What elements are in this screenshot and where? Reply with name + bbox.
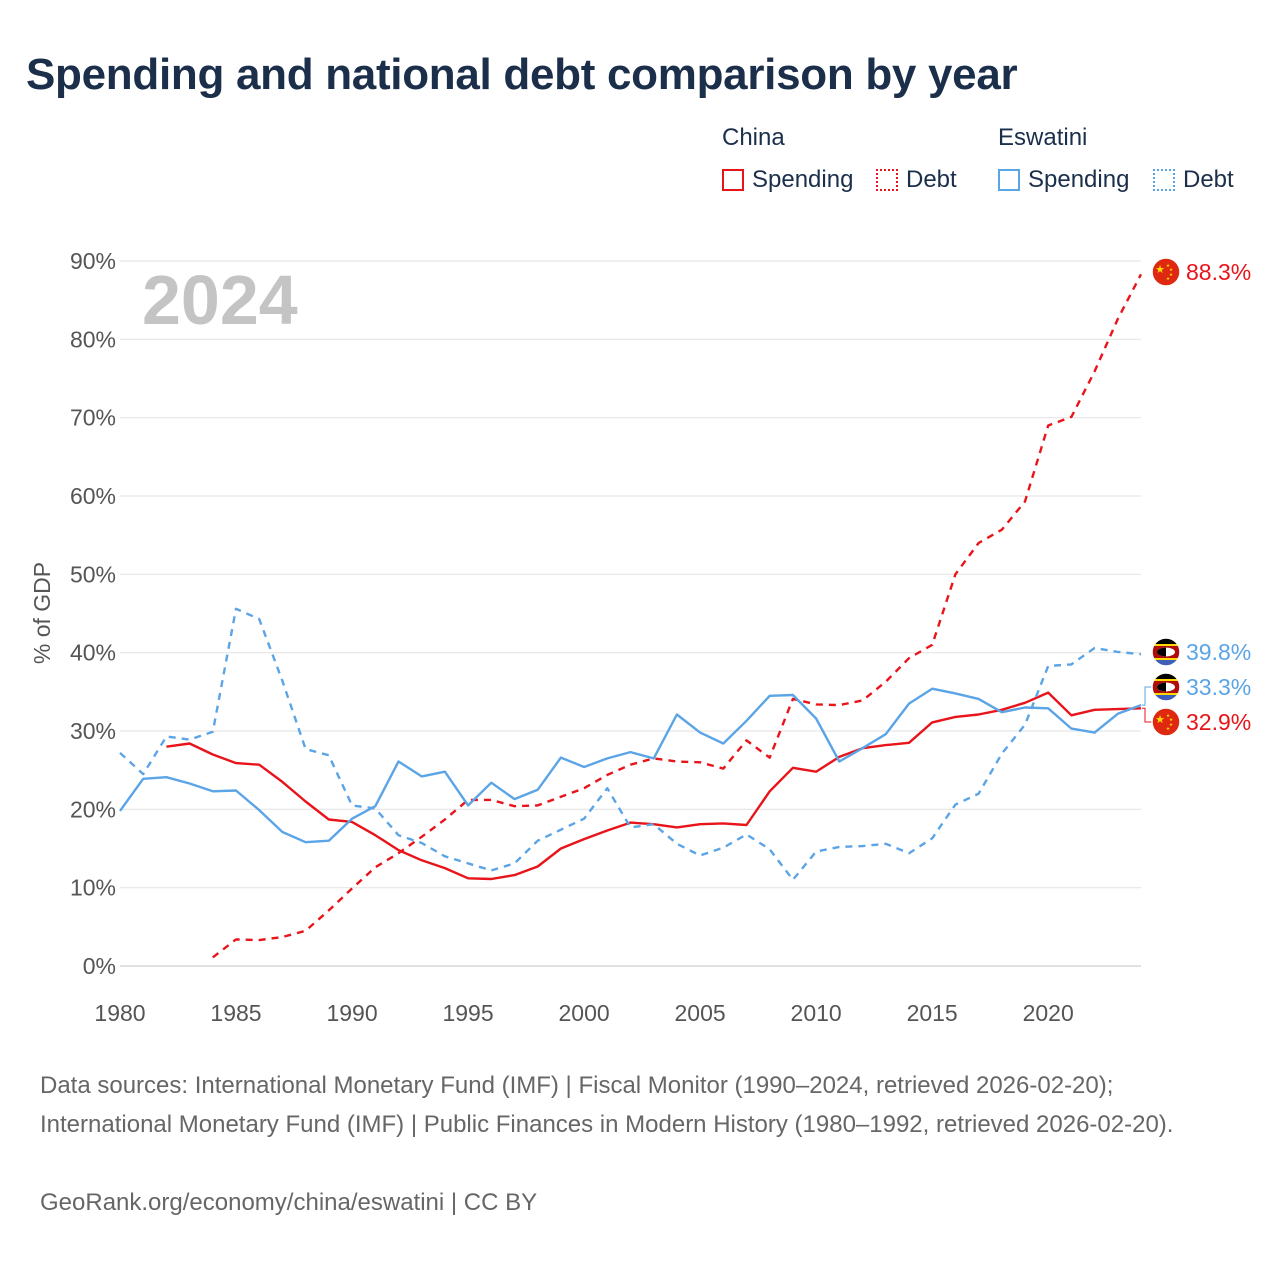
svg-text:★: ★ <box>1155 713 1165 726</box>
eswatini-flag-icon <box>1151 672 1181 702</box>
y-tick-label: 10% <box>70 875 116 901</box>
svg-text:★: ★ <box>1166 263 1170 269</box>
label-connector <box>1142 707 1152 723</box>
svg-text:★: ★ <box>1166 713 1170 719</box>
y-tick-label: 40% <box>70 640 116 666</box>
x-tick-label: 1995 <box>442 1000 493 1026</box>
legend-eswatini-spending[interactable]: Spending <box>998 166 1129 194</box>
series-line-eswatini-spending[interactable] <box>119 687 1142 844</box>
y-tick-label: 60% <box>70 483 116 509</box>
attribution[interactable]: GeoRank.org/economy/china/eswatini | CC … <box>40 1189 538 1216</box>
y-tick-label: 20% <box>70 796 116 822</box>
gridlines <box>120 260 1141 967</box>
series-line-china-spending[interactable] <box>166 691 1142 881</box>
y-tick-label: 90% <box>70 248 116 274</box>
svg-text:★: ★ <box>1169 267 1173 273</box>
data-sources: Data sources: International Monetary Fun… <box>40 1072 1174 1138</box>
legend-eswatini-title: Eswatini <box>998 124 1088 151</box>
y-tick-label: 80% <box>70 326 116 352</box>
y-tick-label: 50% <box>70 561 116 587</box>
series-lines <box>119 273 1143 959</box>
legend-swatch-solid <box>722 169 744 191</box>
legend-china-debt[interactable]: Debt <box>876 166 957 194</box>
x-tick-label: 1990 <box>326 1000 377 1026</box>
y-axis-ticks: 0% 10% 20% 30% 40% 50% 60% 70% 80% 90% <box>70 248 116 979</box>
x-tick-label: 1985 <box>210 1000 261 1026</box>
svg-text:★: ★ <box>1169 272 1173 278</box>
legend-label: Debt <box>1183 166 1234 193</box>
legend-swatch-solid <box>998 169 1020 191</box>
legend-label: Debt <box>906 166 957 193</box>
line-chart: 2024 % of GDP 0% 10% 20% 30% 40% 50% 60% 70% 80%… <box>29 248 1251 1026</box>
end-labels: ★ ★★★★ 88.3%39.8%33.3%★ ★★★★ 32.9% <box>1142 257 1251 737</box>
legend-swatch-dotted <box>1153 169 1175 191</box>
svg-text:★: ★ <box>1169 722 1173 728</box>
svg-text:★: ★ <box>1155 263 1165 276</box>
legend-china-spending[interactable]: Spending <box>722 166 853 194</box>
label-connector <box>1142 686 1152 706</box>
x-axis-ticks: 1980 1985 1990 1995 2000 2005 2010 2015 2020 <box>94 1000 1073 1026</box>
china-flag-icon: ★ ★★★★ <box>1151 257 1181 287</box>
end-value-label: 88.3% <box>1186 259 1251 285</box>
end-value-label: 33.3% <box>1186 674 1251 700</box>
y-tick-label: 70% <box>70 405 116 431</box>
y-tick-label: 30% <box>70 718 116 744</box>
x-tick-label: 2000 <box>559 1000 610 1026</box>
x-tick-label: 2015 <box>907 1000 958 1026</box>
x-tick-label: 1980 <box>94 1000 145 1026</box>
x-tick-label: 2020 <box>1023 1000 1074 1026</box>
year-watermark: 2024 <box>142 261 298 339</box>
legend-label: Spending <box>752 166 854 193</box>
svg-text:★: ★ <box>1166 726 1170 732</box>
series-line-china-debt[interactable] <box>212 273 1143 959</box>
y-axis-label: % of GDP <box>29 562 55 664</box>
eswatini-flag-icon <box>1151 637 1181 667</box>
x-tick-label: 2010 <box>791 1000 842 1026</box>
legend-eswatini-debt[interactable]: Debt <box>1153 166 1234 194</box>
legend-label: Spending <box>1028 166 1130 193</box>
end-value-label: 39.8% <box>1186 639 1251 665</box>
legend-china-title: China <box>722 124 785 151</box>
svg-text:★: ★ <box>1169 717 1173 723</box>
series-line-eswatini-debt[interactable] <box>119 607 1142 881</box>
y-tick-label: 0% <box>83 953 116 979</box>
end-value-label: 32.9% <box>1186 709 1251 735</box>
x-tick-label: 2005 <box>675 1000 726 1026</box>
china-flag-icon: ★ ★★★★ <box>1151 707 1181 737</box>
svg-text:★: ★ <box>1166 276 1170 282</box>
chart-title: Spending and national debt comparison by… <box>26 50 1018 99</box>
legend-swatch-dotted <box>876 169 898 191</box>
